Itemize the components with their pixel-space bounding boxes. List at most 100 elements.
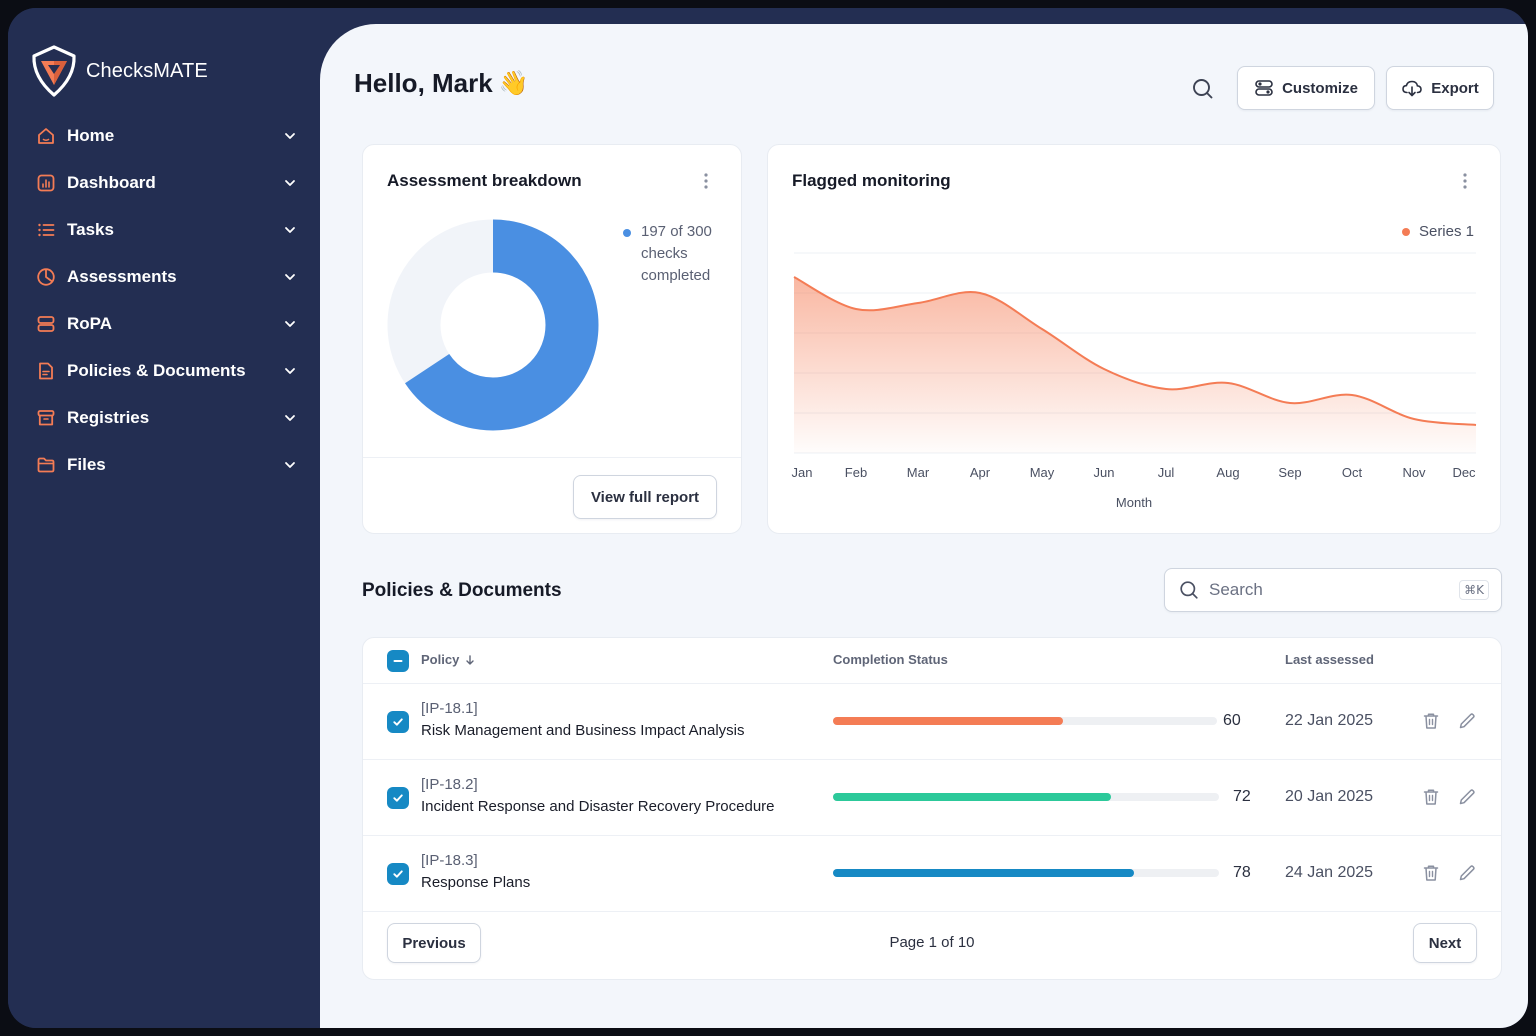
series-line [793, 276, 1477, 426]
sidebar: ChecksMATE Home Dashboard [8, 8, 320, 1028]
last-assessed-date: 20 Jan 2025 [1285, 788, 1374, 805]
sidebar-item-ropa[interactable]: RoPA [30, 300, 300, 347]
legend-dot [623, 229, 631, 237]
policy-code: [IP-18.2] [421, 776, 478, 793]
sidebar-item-label: Home [67, 125, 115, 145]
progress-bar [833, 869, 1219, 877]
column-label: Policy [421, 652, 460, 667]
legend-text: 197 of 300 checks completed [641, 223, 712, 284]
chevron-down-icon[interactable] [280, 361, 300, 381]
row-checkbox[interactable] [387, 787, 409, 809]
toggles-icon [1255, 80, 1273, 96]
x-axis-ticks: Jan Feb Mar Apr May Jun Jul Aug Sep Oct Nov Dec [792, 465, 1477, 480]
table-row[interactable]: [IP-18.3] Response Plans 78 24 Jan 2025 [363, 836, 1501, 912]
x-tick-label: Oct [1342, 465, 1363, 480]
series-area [794, 277, 1476, 453]
chart-square-icon [30, 172, 64, 194]
last-assessed-date: 24 Jan 2025 [1285, 864, 1374, 881]
chevron-down-icon[interactable] [280, 173, 300, 193]
completion-value: 72 [1233, 788, 1251, 805]
pencil-icon[interactable] [1456, 710, 1478, 732]
customize-button[interactable]: Customize [1237, 66, 1375, 110]
chevron-down-icon[interactable] [280, 314, 300, 334]
minus-icon [393, 660, 403, 662]
divider [363, 683, 1501, 684]
row-checkbox[interactable] [387, 863, 409, 885]
x-tick-label: Feb [845, 465, 867, 480]
x-tick-label: Jul [1158, 465, 1175, 480]
sidebar-item-dashboard[interactable]: Dashboard [30, 159, 300, 206]
shortcut-badge: ⌘K [1459, 580, 1489, 600]
main-content: Hello, Mark 👋 Customize Export [320, 24, 1528, 1028]
sidebar-item-label: Assessments [67, 266, 177, 286]
sidebar-item-tasks[interactable]: Tasks [30, 206, 300, 253]
legend-series-name: Series 1 [1418, 223, 1474, 240]
pagination-info: Page 1 of 10 [889, 934, 975, 951]
document-icon [30, 360, 64, 382]
row-checkbox[interactable] [387, 711, 409, 733]
more-vertical-icon[interactable] [1460, 171, 1470, 191]
arrow-down-icon [466, 654, 474, 665]
policy-name: Risk Management and Business Impact Anal… [421, 722, 745, 739]
table-row[interactable]: [IP-18.2] Incident Response and Disaster… [363, 760, 1501, 836]
sidebar-nav: Home Dashboard Tasks [30, 112, 300, 488]
sidebar-item-label: Policies & Documents [67, 360, 246, 380]
policy-name: Response Plans [421, 874, 531, 891]
trash-icon[interactable] [1420, 710, 1442, 732]
pencil-icon[interactable] [1456, 862, 1478, 884]
chevron-down-icon[interactable] [280, 455, 300, 475]
waving-hand-icon: 👋 [498, 70, 529, 97]
check-icon [393, 794, 403, 802]
archive-icon [30, 407, 64, 429]
chevron-down-icon[interactable] [280, 220, 300, 240]
export-button[interactable]: Export [1386, 66, 1494, 110]
sidebar-item-assessments[interactable]: Assessments [30, 253, 300, 300]
sidebar-item-files[interactable]: Files [30, 441, 300, 488]
customize-label: Customize [1282, 79, 1358, 97]
chevron-down-icon[interactable] [280, 267, 300, 287]
home-icon [30, 125, 64, 147]
sidebar-item-policies-documents[interactable]: Policies & Documents [30, 347, 300, 394]
list-icon [30, 219, 64, 241]
view-full-report-button[interactable]: View full report [573, 475, 717, 519]
donut-legend: 197 of 300 checks completed [623, 221, 733, 287]
x-tick-label: Jun [1094, 465, 1115, 480]
sidebar-item-label: Dashboard [67, 172, 156, 192]
table-row[interactable]: [IP-18.1] Risk Management and Business I… [363, 684, 1501, 760]
sidebar-item-label: Files [67, 454, 106, 474]
next-button[interactable]: Next [1413, 923, 1477, 963]
folder-icon [30, 454, 64, 476]
shield-logo-icon [32, 45, 76, 97]
trash-icon[interactable] [1420, 862, 1442, 884]
more-vertical-icon[interactable] [701, 171, 711, 191]
donut-completed-arc [387, 219, 599, 431]
policy-code: [IP-18.3] [421, 852, 478, 869]
card-title: Flagged monitoring [792, 171, 951, 190]
chevron-down-icon[interactable] [280, 408, 300, 428]
search-icon[interactable] [1190, 76, 1216, 102]
progress-bar [833, 793, 1219, 801]
divider [363, 457, 741, 458]
progress-fill [833, 793, 1111, 801]
search-input[interactable] [1209, 580, 1449, 600]
previous-button[interactable]: Previous [387, 923, 481, 963]
x-tick-label: Mar [907, 465, 930, 480]
pencil-icon[interactable] [1456, 786, 1478, 808]
brand[interactable]: ChecksMATE [28, 44, 208, 98]
sidebar-item-registries[interactable]: Registries [30, 394, 300, 441]
last-assessed-date: 22 Jan 2025 [1285, 712, 1374, 729]
select-all-checkbox[interactable] [387, 650, 409, 672]
trash-icon[interactable] [1420, 786, 1442, 808]
server-icon [30, 313, 64, 335]
brand-name: ChecksMATE [86, 59, 208, 82]
search-field[interactable]: ⌘K [1164, 568, 1502, 612]
column-header-policy[interactable]: Policy [421, 652, 477, 667]
pie-chart-icon [30, 266, 64, 288]
sidebar-item-home[interactable]: Home [30, 112, 300, 159]
policy-name: Incident Response and Disaster Recovery … [421, 798, 775, 815]
legend-dot [1401, 227, 1410, 236]
chart-legend: Series 1 [1401, 223, 1474, 240]
chevron-down-icon[interactable] [280, 126, 300, 146]
x-tick-label: May [1030, 465, 1055, 480]
x-tick-label: Nov [1402, 465, 1426, 480]
